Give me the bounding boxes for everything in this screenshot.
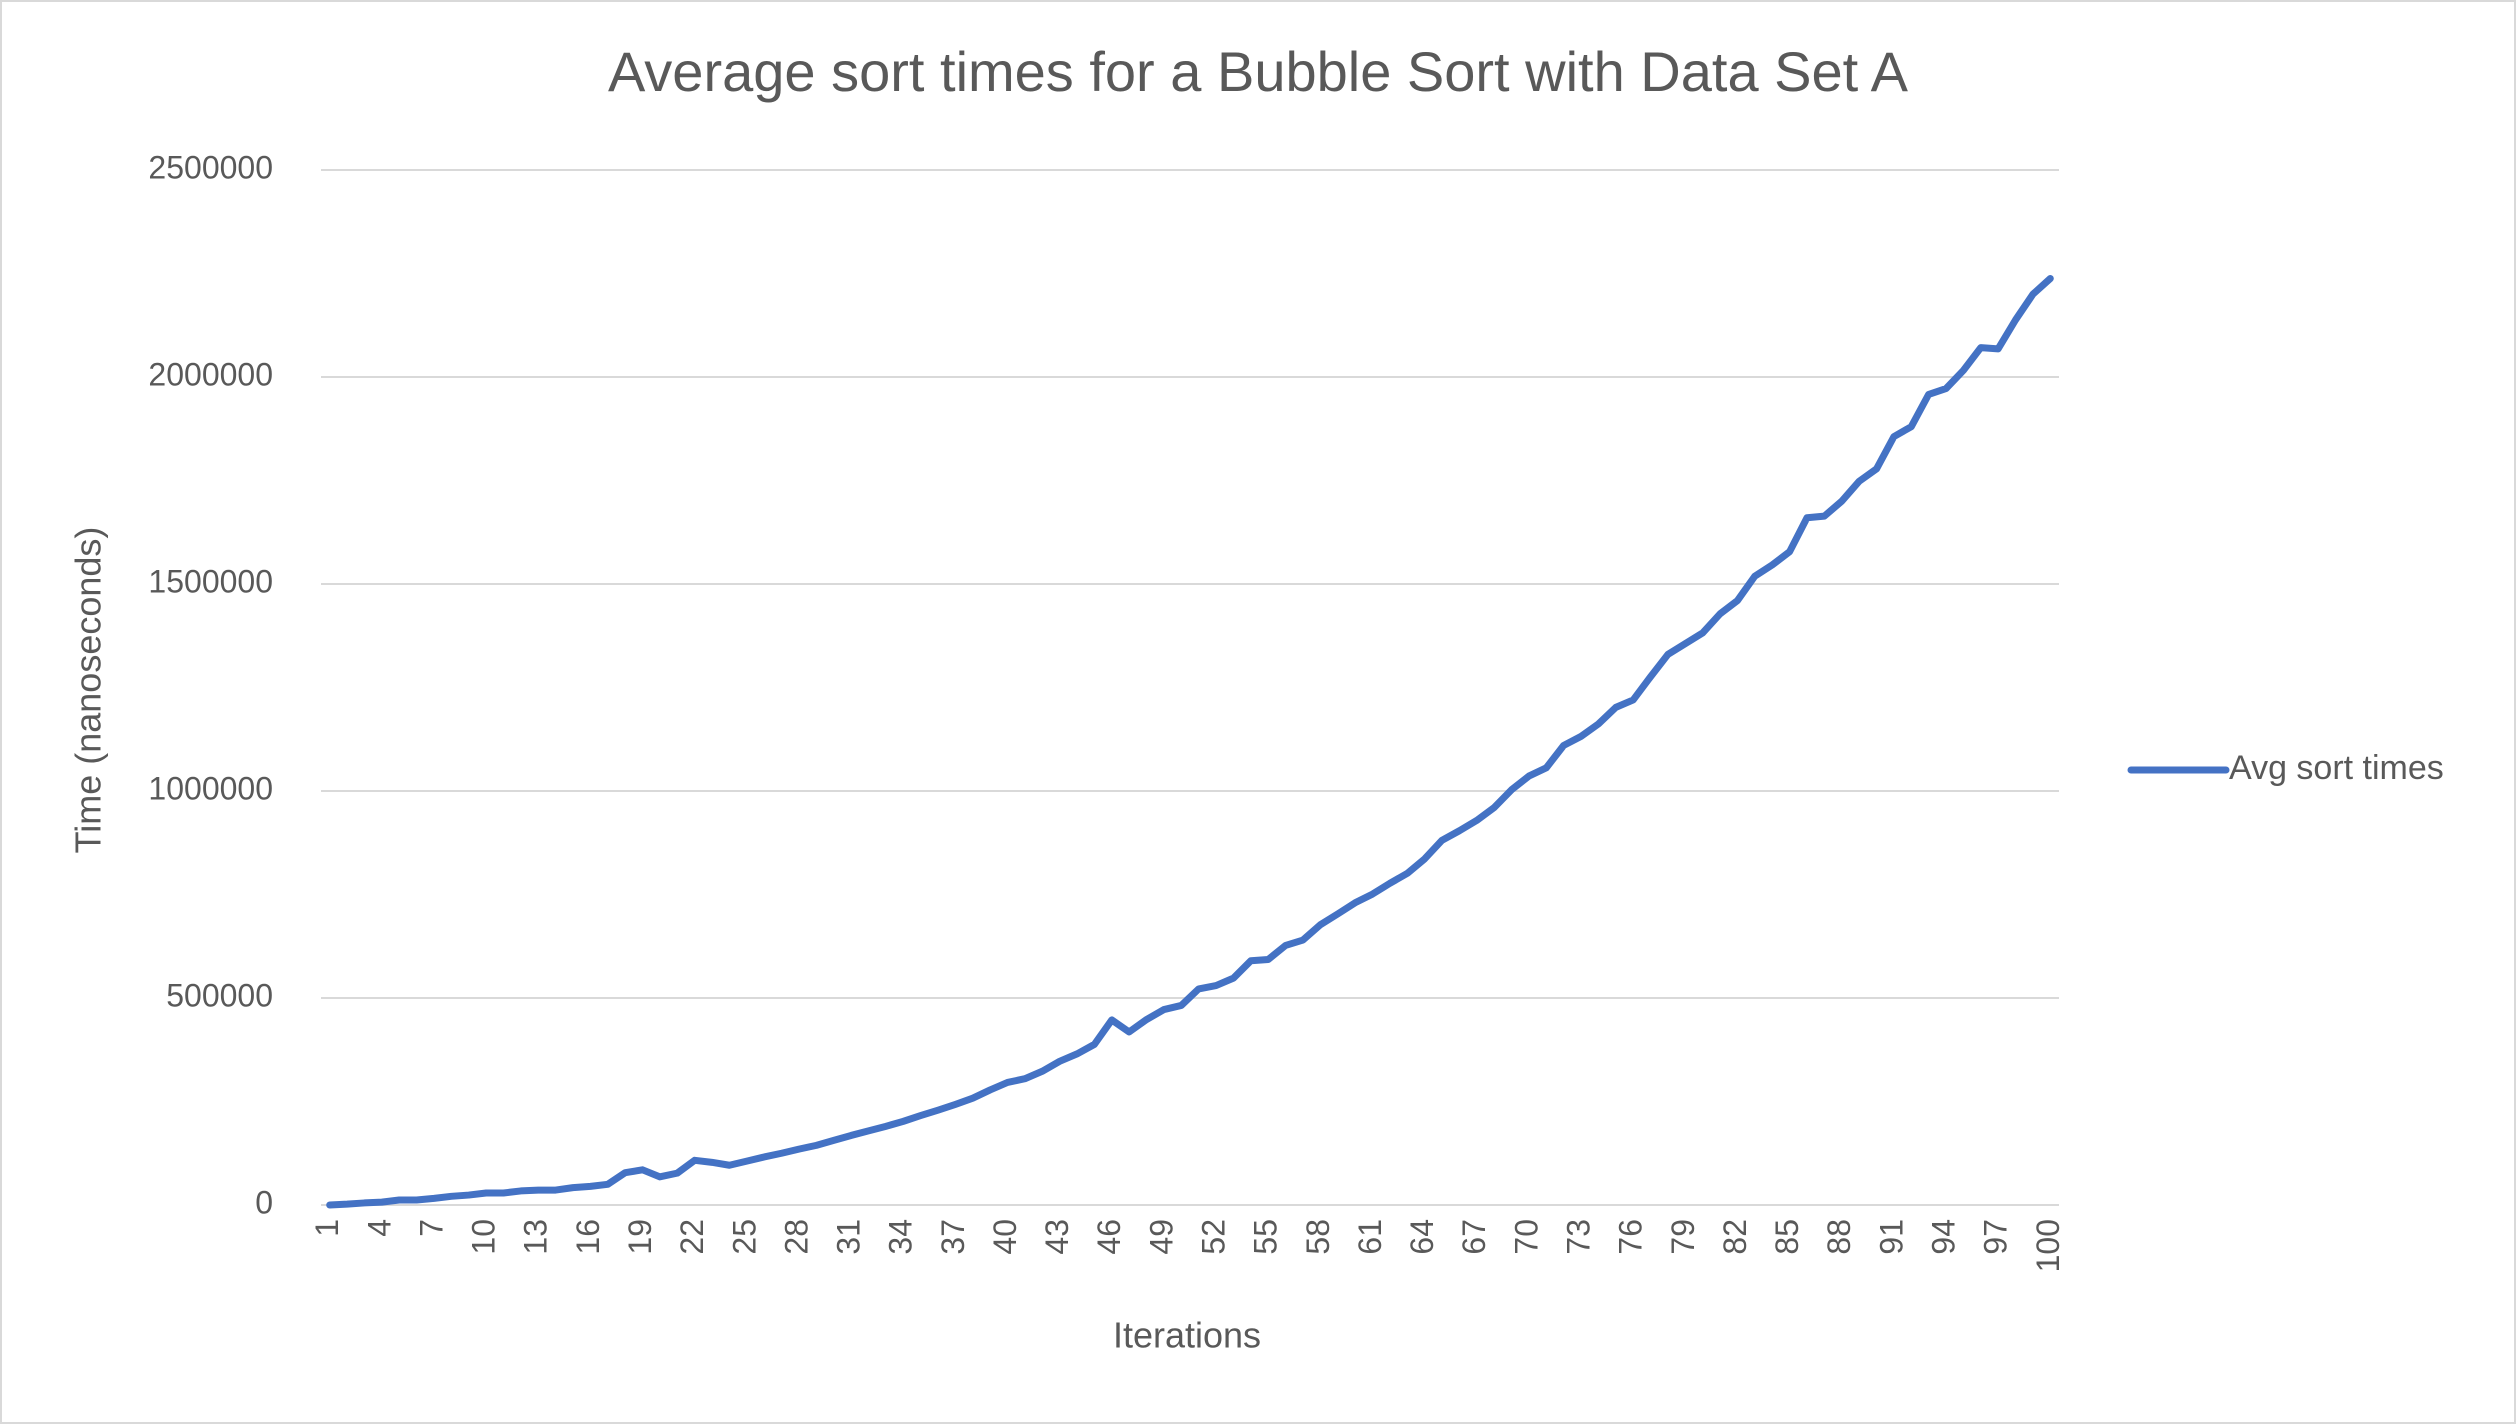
x-tick-label: 58	[1300, 1219, 1336, 1255]
x-tick-label: 61	[1352, 1219, 1388, 1255]
x-tick-label: 43	[1039, 1219, 1075, 1255]
x-tick-label: 70	[1508, 1219, 1544, 1255]
x-tick-label: 97	[1978, 1219, 2014, 1255]
y-tick-label: 2000000	[148, 356, 273, 392]
x-tick-label: 19	[622, 1219, 658, 1255]
x-tick-label: 31	[831, 1219, 867, 1255]
x-tick-label: 37	[935, 1219, 971, 1255]
x-tick-label: 16	[570, 1219, 606, 1255]
x-tick-label: 73	[1561, 1219, 1597, 1255]
x-tick-label: 79	[1665, 1219, 1701, 1255]
y-tick-label: 0	[255, 1184, 273, 1220]
y-tick-label: 500000	[166, 977, 273, 1013]
x-tick-label: 52	[1196, 1219, 1232, 1255]
x-axis-title: Iterations	[1113, 1315, 1261, 1356]
y-tick-label: 1500000	[148, 563, 273, 599]
x-tick-label: 28	[778, 1219, 814, 1255]
x-tick-label: 4	[361, 1219, 397, 1237]
x-tick-label: 88	[1821, 1219, 1857, 1255]
x-tick-label: 100	[2030, 1219, 2066, 1272]
x-tick-label: 82	[1717, 1219, 1753, 1255]
data-line	[326, 274, 2054, 1209]
legend-label: Avg sort times	[2229, 749, 2444, 787]
x-tick-label: 85	[1769, 1219, 1805, 1255]
x-tick-label: 76	[1613, 1219, 1649, 1255]
x-tick-label: 7	[413, 1219, 449, 1237]
x-tick-label: 25	[726, 1219, 762, 1255]
y-axis-title: Time (nanoseconds)	[68, 527, 109, 854]
y-tick-label: 2500000	[148, 149, 273, 185]
chart-title: Average sort times for a Bubble Sort wit…	[608, 40, 1909, 103]
x-tick-label: 22	[674, 1219, 710, 1255]
x-tick-label: 13	[518, 1219, 554, 1255]
x-tick-label: 1	[309, 1219, 345, 1237]
x-tick-label: 94	[1925, 1219, 1961, 1255]
x-tick-label: 49	[1143, 1219, 1179, 1255]
x-tick-label: 55	[1248, 1219, 1284, 1255]
y-tick-label: 1000000	[148, 770, 273, 806]
x-tick-label: 34	[883, 1219, 919, 1255]
x-tick-label: 67	[1456, 1219, 1492, 1255]
x-tick-label: 10	[466, 1219, 502, 1255]
x-tick-label: 64	[1404, 1219, 1440, 1255]
x-tick-label: 91	[1873, 1219, 1909, 1255]
x-tick-label: 46	[1091, 1219, 1127, 1255]
x-tick-label: 40	[987, 1219, 1023, 1255]
